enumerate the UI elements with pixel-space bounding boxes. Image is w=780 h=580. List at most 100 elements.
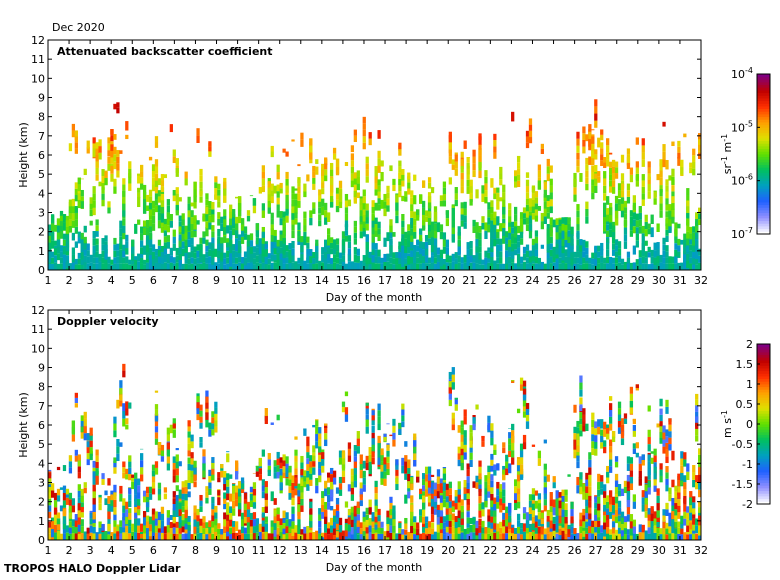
heatmap-cell: [490, 257, 494, 264]
heatmap-cell: [312, 424, 316, 428]
heatmap-cell: [606, 224, 610, 231]
heatmap-cell: [276, 465, 280, 472]
heatmap-cell: [62, 508, 67, 517]
heatmap-cell: [404, 231, 408, 239]
y-tick-label: 4: [38, 187, 45, 200]
heatmap-cell: [237, 502, 242, 510]
heatmap-cell: [564, 495, 568, 502]
heatmap-cell: [410, 532, 414, 540]
colorbar-swatch: [757, 148, 770, 152]
heatmap-cell: [597, 514, 601, 521]
heatmap-cell: [276, 451, 280, 459]
heatmap-cell: [261, 507, 265, 513]
heatmap-cell: [95, 238, 99, 245]
heatmap-cell: [463, 534, 467, 540]
heatmap-cell: [427, 466, 432, 474]
heatmap-cell: [223, 533, 227, 540]
heatmap-cell: [430, 482, 435, 489]
heatmap-cell: [116, 102, 120, 108]
heatmap-cell: [83, 236, 87, 244]
heatmap-cell: [386, 192, 390, 199]
heatmap-cell: [579, 404, 583, 412]
heatmap-cell: [686, 231, 690, 239]
heatmap-cell: [264, 516, 268, 523]
heatmap-cell: [620, 210, 625, 218]
heatmap-cell: [312, 258, 316, 264]
colorbar-swatch: [757, 108, 770, 112]
heatmap-cell: [603, 484, 607, 492]
heatmap-cell: [104, 263, 108, 270]
heatmap-cell: [279, 218, 283, 226]
heatmap-cell: [478, 532, 482, 540]
heatmap-cell: [484, 533, 488, 540]
heatmap-cell: [505, 243, 509, 251]
heatmap-cell: [324, 263, 328, 270]
heatmap-cell: [454, 397, 458, 400]
heatmap-cell: [514, 528, 518, 535]
heatmap-cell: [178, 240, 182, 247]
heatmap-cell: [237, 496, 242, 503]
heatmap-cell: [421, 256, 426, 264]
heatmap-cell: [95, 263, 99, 270]
heatmap-cell: [226, 451, 230, 453]
heatmap-cell: [95, 532, 99, 540]
heatmap-cell: [318, 533, 322, 540]
heatmap-cell: [202, 231, 206, 238]
heatmap-cell: [463, 262, 467, 270]
heatmap-cell: [264, 487, 268, 494]
heatmap-cell: [546, 533, 550, 540]
heatmap-cell: [273, 229, 277, 237]
heatmap-cell: [303, 231, 307, 239]
heatmap-cell: [199, 196, 203, 203]
heatmap-cell: [181, 513, 185, 521]
heatmap-cell: [433, 245, 438, 254]
heatmap-cell: [448, 149, 452, 157]
heatmap-cell: [77, 237, 81, 244]
heatmap-cell: [606, 508, 610, 515]
heatmap-cell: [555, 515, 559, 523]
heatmap-cell: [169, 424, 173, 434]
heatmap-cell: [427, 527, 432, 534]
heatmap-cell: [92, 460, 96, 468]
heatmap-cell: [335, 238, 340, 245]
heatmap-cell: [629, 230, 634, 237]
heatmap-cell: [309, 249, 313, 257]
heatmap-cell: [603, 491, 607, 498]
heatmap-cell: [561, 530, 565, 537]
heatmap-cell: [436, 469, 441, 477]
heatmap-cell: [318, 446, 322, 453]
heatmap-cell: [282, 217, 286, 224]
heatmap-cell: [223, 471, 227, 478]
heatmap-cell: [484, 170, 488, 177]
heatmap-cell: [591, 264, 595, 270]
heatmap-cell: [421, 220, 426, 226]
heatmap-cell: [140, 233, 144, 241]
heatmap-cell: [137, 498, 141, 506]
heatmap-cell: [490, 504, 494, 511]
heatmap-cell: [419, 509, 423, 516]
heatmap-cell: [674, 249, 678, 257]
heatmap-cell: [442, 473, 447, 481]
heatmap-cell: [169, 533, 173, 540]
heatmap-cell: [549, 185, 553, 193]
heatmap-cell: [56, 253, 61, 261]
heatmap-cell: [306, 533, 310, 540]
heatmap-cell: [151, 177, 156, 185]
heatmap-cell: [603, 504, 607, 512]
heatmap-cell: [258, 187, 263, 194]
heatmap-cell: [531, 193, 536, 200]
heatmap-cell: [338, 201, 343, 209]
heatmap-cell: [668, 175, 672, 181]
heatmap-cell: [525, 413, 530, 422]
heatmap-cell: [371, 512, 375, 521]
heatmap-cell: [475, 257, 479, 264]
colorbar-frame: [756, 73, 771, 235]
heatmap-cell: [113, 460, 117, 468]
heatmap-cell: [199, 494, 203, 501]
heatmap-cell: [116, 243, 120, 251]
heatmap-cell: [279, 531, 283, 539]
heatmap-cell: [318, 195, 322, 202]
heatmap-cell: [223, 526, 227, 534]
heatmap-cell: [56, 488, 61, 496]
heatmap-cell: [113, 492, 117, 500]
